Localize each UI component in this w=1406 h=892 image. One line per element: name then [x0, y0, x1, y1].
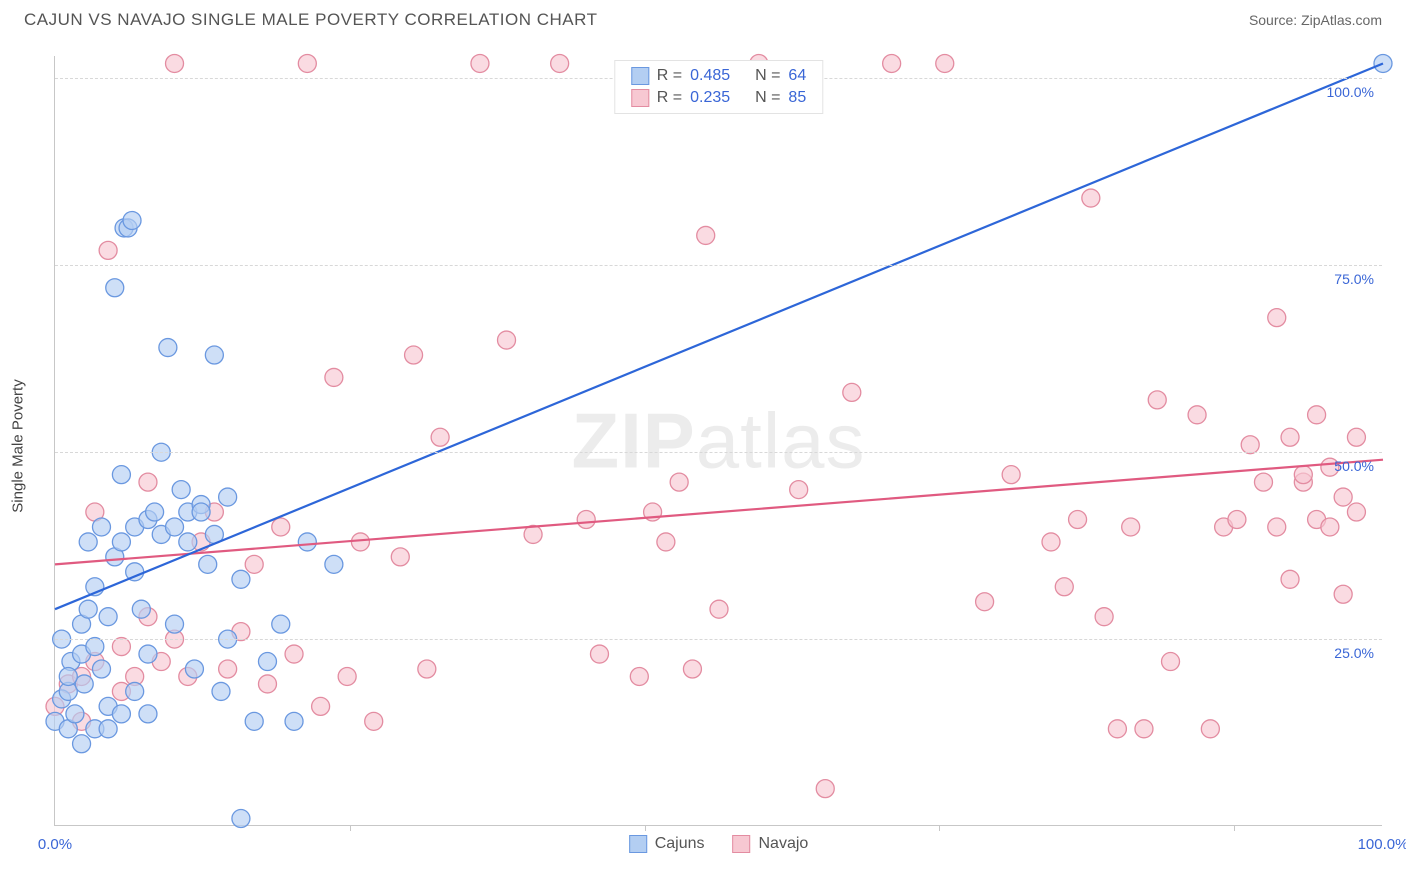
legend-row-cajuns: R = 0.485 N = 64: [631, 65, 806, 87]
y-axis-label: Single Male Poverty: [10, 379, 27, 512]
legend-label-navajo: Navajo: [759, 835, 809, 853]
legend-label-cajuns: Cajuns: [655, 835, 705, 853]
chart-title: CAJUN VS NAVAJO SINGLE MALE POVERTY CORR…: [24, 10, 597, 30]
legend-row-navajo: R = 0.235 N = 85: [631, 87, 806, 109]
source-label: Source: ZipAtlas.com: [1249, 12, 1382, 28]
legend-r-value-navajo: 0.235: [690, 89, 730, 107]
legend-r-label: R =: [657, 67, 682, 85]
swatch-navajo-bottom: [733, 835, 751, 853]
chart-header: CAJUN VS NAVAJO SINGLE MALE POVERTY CORR…: [0, 0, 1406, 36]
legend-n-label: N =: [755, 89, 780, 107]
scatter-svg: [55, 56, 1382, 825]
chart-plot-area: ZIPatlas R = 0.485 N = 64 R = 0.235 N = …: [54, 56, 1382, 826]
legend-r-label: R =: [657, 89, 682, 107]
legend-n-label: N =: [755, 67, 780, 85]
swatch-cajuns-bottom: [629, 835, 647, 853]
legend-r-value-cajuns: 0.485: [690, 67, 730, 85]
swatch-cajuns: [631, 67, 649, 85]
swatch-navajo: [631, 89, 649, 107]
legend-n-value-cajuns: 64: [788, 67, 806, 85]
legend-item-cajuns: Cajuns: [629, 835, 705, 853]
legend-item-navajo: Navajo: [733, 835, 809, 853]
correlation-legend: R = 0.485 N = 64 R = 0.235 N = 85: [614, 60, 823, 114]
series-legend: Cajuns Navajo: [629, 835, 809, 853]
legend-n-value-navajo: 85: [788, 89, 806, 107]
